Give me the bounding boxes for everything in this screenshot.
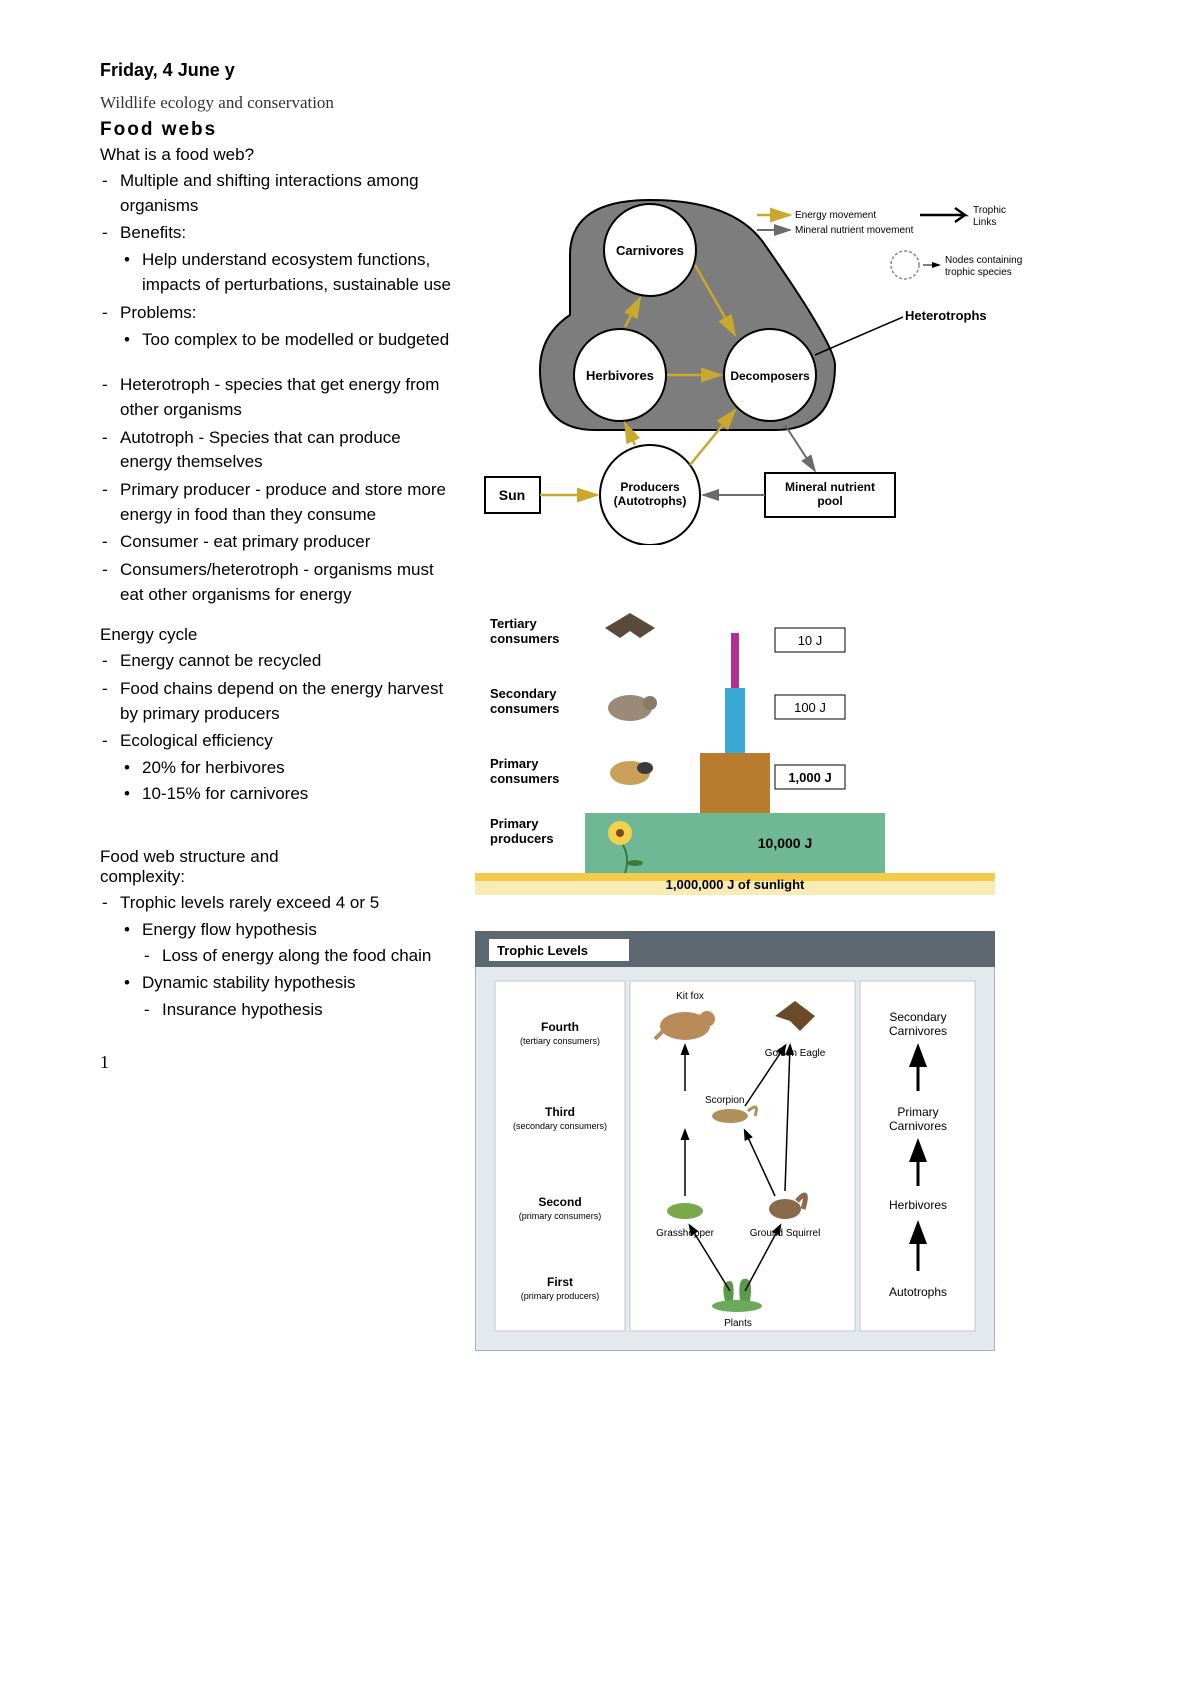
node-label: Mineral nutrient xyxy=(785,480,875,494)
page-subtitle: Wildlife ecology and conservation xyxy=(100,93,1110,113)
organism-label: Golden Eagle xyxy=(765,1048,826,1059)
figure-title: Trophic Levels xyxy=(497,943,588,958)
list-label: Benefits: xyxy=(120,223,186,242)
level-sublabel: (primary consumers) xyxy=(519,1211,602,1221)
list-label: Problems: xyxy=(120,303,197,322)
legend-label: Links xyxy=(973,217,996,228)
organism-label: Scorpion xyxy=(705,1095,744,1106)
section-heading-3b: complexity: xyxy=(100,867,455,887)
node-label: Carnivores xyxy=(616,243,684,258)
value-label: 10 J xyxy=(798,633,823,648)
level-label: Herbivores xyxy=(889,1198,947,1212)
list-item: Food chains depend on the energy harvest… xyxy=(100,677,455,726)
node-label: Decomposers xyxy=(730,369,810,383)
level-label: consumers xyxy=(490,701,559,716)
page-title: Food webs xyxy=(100,119,1110,141)
level-label: Tertiary xyxy=(490,616,537,631)
organism-label: Grasshopper xyxy=(656,1228,714,1239)
text-column: What is a food web? Multiple and shiftin… xyxy=(100,145,455,1073)
list-label: Ecological efficiency xyxy=(120,731,273,750)
list-item: Energy flow hypothesis Loss of energy al… xyxy=(120,918,455,969)
label: Heterotrophs xyxy=(905,308,987,323)
list-item: Consumer - eat primary producer xyxy=(100,530,455,555)
list-item: Problems: Too complex to be modelled or … xyxy=(100,301,455,352)
value-label: 100 J xyxy=(794,700,826,715)
legend-label: Nodes containing xyxy=(945,255,1022,266)
node-label: pool xyxy=(817,494,842,508)
organism-label: Kit fox xyxy=(676,991,704,1002)
level-label: consumers xyxy=(490,771,559,786)
level-sublabel: (primary producers) xyxy=(521,1291,600,1301)
legend-label: trophic species xyxy=(945,267,1012,278)
level-sublabel: (tertiary consumers) xyxy=(520,1036,600,1046)
list-item: 10-15% for carnivores xyxy=(120,782,455,807)
level-sublabel: (secondary consumers) xyxy=(513,1121,607,1131)
value-label: 10,000 J xyxy=(758,835,813,851)
figure-trophic-diagram: Carnivores Herbivores Decomposers Produc… xyxy=(475,185,1110,545)
list-item: Loss of energy along the food chain xyxy=(142,944,455,969)
list-label: Dynamic stability hypothesis xyxy=(142,973,356,992)
list-item: Energy cannot be recycled xyxy=(100,649,455,674)
level-label: Carnivores xyxy=(889,1119,947,1133)
figure-energy-pyramid: 1,000,000 J of sunlight 10,000 J Primary… xyxy=(475,573,1110,903)
section-heading-3a: Food web structure and xyxy=(100,847,455,867)
list-item: Insurance hypothesis xyxy=(142,998,455,1023)
node-label: Sun xyxy=(499,487,525,503)
node-label: (Autotrophs) xyxy=(614,494,687,508)
level-label: Primary xyxy=(897,1105,938,1119)
list-label: Trophic levels rarely exceed 4 or 5 xyxy=(120,893,379,912)
level-label: Carnivores xyxy=(889,1024,947,1038)
list-item: Benefits: Help understand ecosystem func… xyxy=(100,221,455,297)
level-label: Autotrophs xyxy=(889,1285,947,1299)
level-label: Secondary xyxy=(490,686,557,701)
list-item: Trophic levels rarely exceed 4 or 5 Ener… xyxy=(100,891,455,1022)
list-item: Ecological efficiency 20% for herbivores… xyxy=(100,729,455,807)
level-label: Third xyxy=(545,1105,575,1119)
list-item: Autotroph - Species that can produce ene… xyxy=(100,426,455,475)
value-label: 1,000 J xyxy=(788,770,831,785)
list-item: Primary producer - produce and store mor… xyxy=(100,478,455,527)
list-item: Dynamic stability hypothesis Insurance h… xyxy=(120,971,455,1022)
level-label: Second xyxy=(538,1195,581,1209)
list-item: Multiple and shifting interactions among… xyxy=(100,169,455,218)
level-label: First xyxy=(547,1275,573,1289)
value-label: 1,000,000 J of sunlight xyxy=(666,877,805,892)
legend-label: Energy movement xyxy=(795,210,876,221)
organism-label: Ground Squirrel xyxy=(750,1228,821,1239)
organism-label: Plants xyxy=(724,1318,752,1329)
level-label: producers xyxy=(490,831,554,846)
level-label: Fourth xyxy=(541,1020,579,1034)
level-label: Primary xyxy=(490,756,539,771)
list-item: 20% for herbivores xyxy=(120,756,455,781)
list-item: Consumers/heterotroph - organisms must e… xyxy=(100,558,455,607)
figure-column: Carnivores Herbivores Decomposers Produc… xyxy=(475,145,1110,1379)
level-label: Secondary xyxy=(889,1010,946,1024)
section-heading-1: What is a food web? xyxy=(100,145,455,165)
section-heading-2: Energy cycle xyxy=(100,625,455,645)
list-item: Too complex to be modelled or budgeted xyxy=(120,328,455,353)
list-item: Help understand ecosystem functions, imp… xyxy=(120,248,455,297)
list-item: Heterotroph - species that get energy fr… xyxy=(100,373,455,422)
page-number: 1 xyxy=(100,1052,455,1073)
legend-label: Mineral nutrient movement xyxy=(795,225,914,236)
node-label: Producers xyxy=(620,480,680,494)
legend-label: Trophic xyxy=(973,205,1006,216)
list-label: Energy flow hypothesis xyxy=(142,920,317,939)
node-label: Herbivores xyxy=(586,368,654,383)
level-label: consumers xyxy=(490,631,559,646)
page-date: Friday, 4 June y xyxy=(100,60,1110,81)
level-label: Primary xyxy=(490,816,539,831)
figure-trophic-levels: Trophic Levels Fourth (tertiary consumer… xyxy=(475,931,1110,1351)
